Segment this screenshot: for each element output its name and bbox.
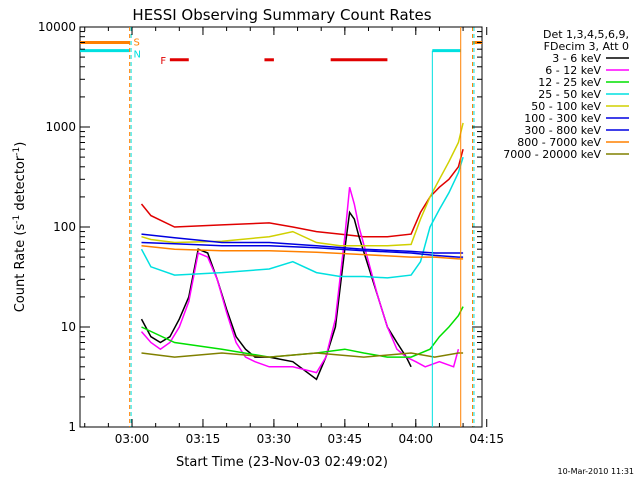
y-axis-label-part: Count Rate (s <box>13 224 28 313</box>
y-axis-label-part: -1 <box>12 215 22 224</box>
plot-area: SN F <box>80 27 482 427</box>
y-tick-label: 10 <box>61 320 76 334</box>
series-line-red <box>140 149 464 238</box>
legend-entry-label: 800 - 7000 keV <box>517 136 601 149</box>
series-line-1 <box>140 186 460 374</box>
x-tick-label: 03:15 <box>186 432 221 446</box>
saa-label: S <box>133 37 139 48</box>
series-line-6 <box>141 241 464 258</box>
chart-title: HESSI Observing Summary Count Rates <box>132 6 431 24</box>
y-axis-label-part: -1 <box>12 147 22 156</box>
y-axis: 1 10 100 1000 10000 <box>38 20 482 434</box>
legend-header-line-1: Det 1,3,4,5,6,9, <box>543 28 629 41</box>
y-tick-label: 100 <box>53 220 76 234</box>
legend-entry-label: 6 - 12 keV <box>545 64 601 77</box>
series-line-3 <box>140 156 464 279</box>
series-line-5 <box>141 233 464 254</box>
night-label: N <box>133 50 140 61</box>
legend-entry-label: 25 - 50 keV <box>538 88 601 101</box>
series-line-4 <box>141 122 464 247</box>
legend: Det 1,3,4,5,6,9, FDecim 3, Att 0 3 - 6 k… <box>503 28 629 161</box>
legend-entry-label: 12 - 25 keV <box>538 76 601 89</box>
footer-timestamp: 10-Mar-2010 11:31 <box>558 467 635 476</box>
legend-header-line-2: FDecim 3, Att 0 <box>544 40 629 53</box>
x-tick-label: 03:00 <box>115 432 150 446</box>
y-axis-label-part: detector <box>13 155 28 215</box>
x-tick-label: 04:00 <box>398 432 433 446</box>
y-tick-label: 1 <box>68 420 76 434</box>
x-tick-label: 03:30 <box>257 432 292 446</box>
y-tick-label: 10000 <box>38 20 76 34</box>
flare-flag-label: F <box>160 56 166 67</box>
legend-entry-label: 300 - 800 keV <box>524 124 601 137</box>
y-axis-label-part: ) <box>13 142 28 147</box>
series-line-7 <box>141 244 464 260</box>
x-axis-label: Start Time (23-Nov-03 02:49:02) <box>176 455 388 470</box>
legend-entry-label: 7000 - 20000 keV <box>503 148 601 161</box>
legend-entry-label: 50 - 100 keV <box>531 100 601 113</box>
legend-entry-label: 3 - 6 keV <box>552 52 601 65</box>
x-tick-label: 04:15 <box>469 432 504 446</box>
y-axis-label: Count Rate (s-1 detector-1) <box>12 142 28 313</box>
series-line-8 <box>141 352 464 358</box>
series-line-2 <box>141 306 464 358</box>
y-tick-label: 1000 <box>45 120 76 134</box>
x-tick-label: 03:45 <box>328 432 363 446</box>
x-axis: 03:00 03:15 03:30 03:45 04:00 04:15 <box>84 27 504 446</box>
legend-entry-label: 100 - 300 keV <box>524 112 601 125</box>
